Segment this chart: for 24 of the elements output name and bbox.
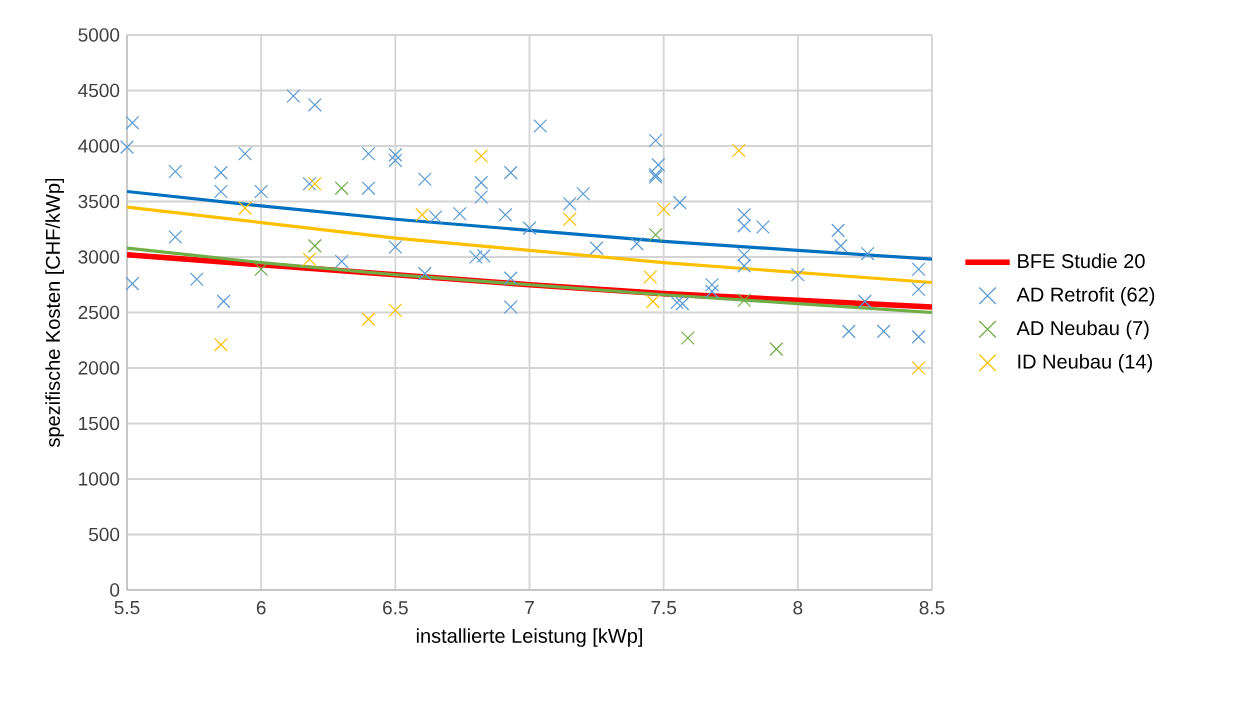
y-tick-label: 2000 (78, 361, 120, 375)
x-tick-label: 7 (525, 601, 534, 615)
y-tick-label: 4500 (78, 83, 120, 98)
y-tick-label: 5000 (78, 28, 120, 42)
x-tick-label: 8 (793, 601, 803, 615)
x-tick-label: 5.5 (114, 601, 140, 615)
x-tick-label: 6 (256, 601, 266, 615)
y-tick-label: 500 (89, 527, 120, 542)
y-tick-label: 1000 (79, 472, 120, 486)
x-tick-label: 7.5 (651, 601, 677, 615)
x-tick-label: 8.5 (919, 601, 945, 615)
y-tick-label: 3500 (78, 194, 120, 209)
y-tick-label: 2500 (78, 305, 120, 320)
legend-label: AD Neubau (7) (1016, 320, 1149, 340)
y-axis-title: spezifische Kosten [CHF/kWp] (45, 178, 64, 447)
y-tick-label: 1500 (79, 416, 120, 431)
x-axis-title: installierte Leistung [kWp] (416, 628, 642, 647)
y-tick-label: 3000 (78, 250, 120, 264)
legend-label: BFE Studie 20 (1018, 253, 1145, 269)
y-tick-label: 4000 (78, 139, 120, 153)
x-tick-label: 6.5 (383, 601, 408, 615)
y-tick-label: 0 (110, 583, 120, 597)
legend-label: ID Neubau (14) (1018, 353, 1152, 373)
legend-label: AD Retrofit (62) (1016, 287, 1155, 306)
